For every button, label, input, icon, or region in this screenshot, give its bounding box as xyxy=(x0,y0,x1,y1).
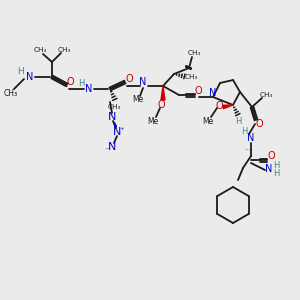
Text: O: O xyxy=(194,86,202,96)
Text: O: O xyxy=(157,100,165,110)
Text: ···: ··· xyxy=(244,147,251,153)
Text: N: N xyxy=(247,133,255,143)
Text: N: N xyxy=(265,164,273,174)
Text: N: N xyxy=(209,88,217,98)
Text: Me: Me xyxy=(132,95,144,104)
Text: N: N xyxy=(26,72,34,82)
Text: N: N xyxy=(85,84,93,94)
Text: H: H xyxy=(78,80,84,88)
Text: O: O xyxy=(125,74,133,84)
Text: H: H xyxy=(241,128,247,136)
Text: CH₃: CH₃ xyxy=(57,47,71,53)
Text: O: O xyxy=(255,119,263,129)
Text: Me: Me xyxy=(202,116,214,125)
Text: O: O xyxy=(66,77,74,87)
Text: CH₃: CH₃ xyxy=(107,104,121,110)
Text: H: H xyxy=(235,116,241,125)
Text: ⁺: ⁺ xyxy=(120,125,124,134)
Text: ⁻: ⁻ xyxy=(105,146,109,154)
Text: CH₃: CH₃ xyxy=(4,88,18,98)
Text: O: O xyxy=(215,101,223,111)
Text: N: N xyxy=(139,77,147,87)
Text: N: N xyxy=(108,142,116,152)
Text: CH₃: CH₃ xyxy=(33,47,47,53)
Text: N: N xyxy=(108,112,116,122)
Text: H: H xyxy=(273,160,279,169)
Text: CH₃: CH₃ xyxy=(184,74,198,80)
Text: H: H xyxy=(273,169,279,178)
Text: Me: Me xyxy=(147,116,159,125)
Text: CH₃: CH₃ xyxy=(187,50,201,56)
Polygon shape xyxy=(161,86,165,100)
Text: N: N xyxy=(113,127,121,137)
Polygon shape xyxy=(223,105,233,109)
Text: CH₃: CH₃ xyxy=(259,92,273,98)
Text: O: O xyxy=(267,151,275,161)
Text: H: H xyxy=(18,67,24,76)
